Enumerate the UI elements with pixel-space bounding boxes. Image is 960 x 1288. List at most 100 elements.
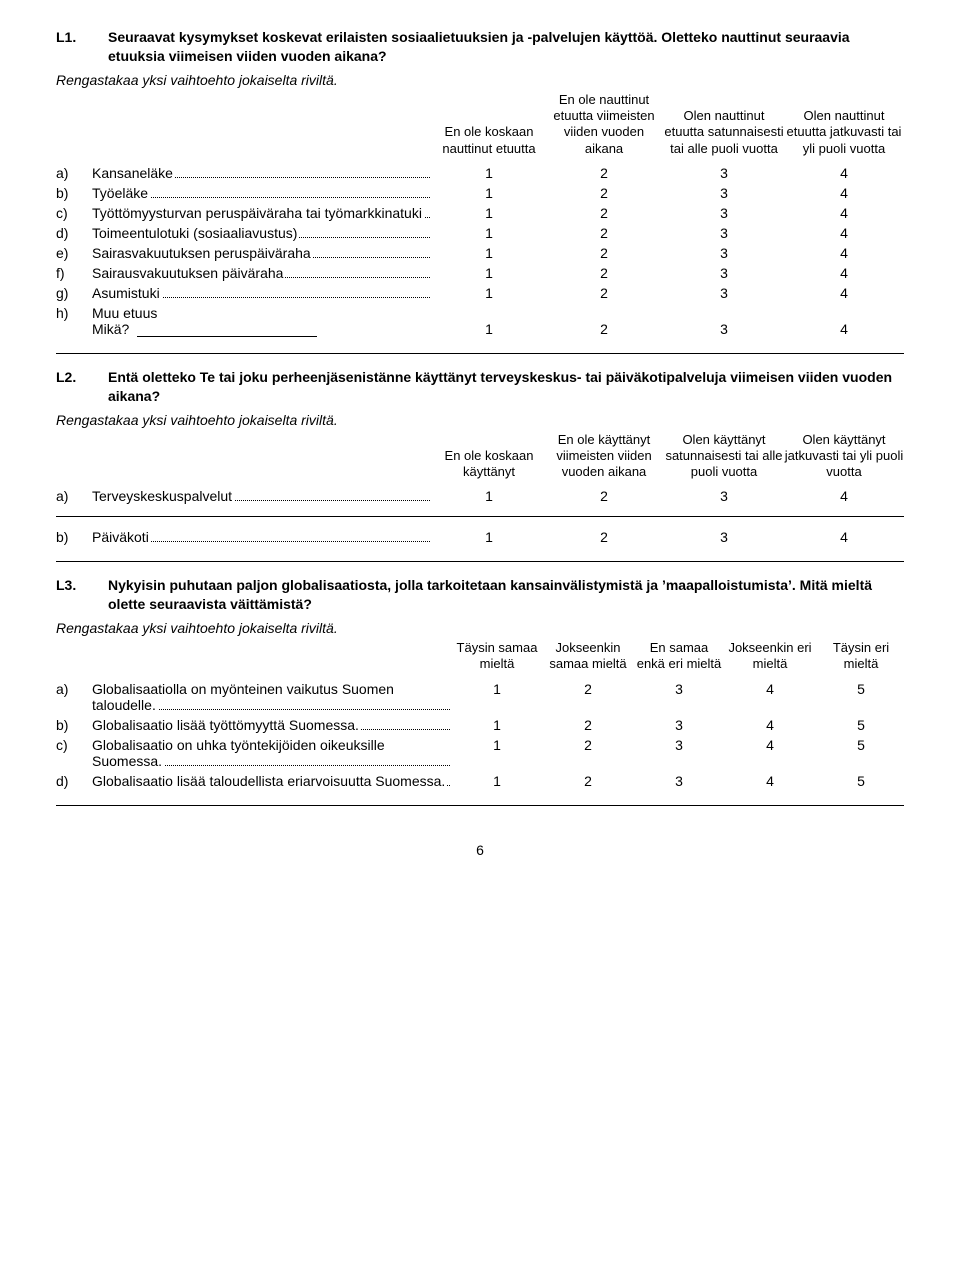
option-cell[interactable]: 1 [434,283,544,303]
matrix-L2: En ole koskaan käyttänyt En ole käyttäny… [56,432,904,548]
option-cell[interactable]: 3 [664,243,784,263]
option-cell[interactable]: 3 [636,679,722,715]
row-label: Globalisaatio lisää taloudellista eriarv… [92,773,447,789]
option-cell[interactable]: 3 [664,163,784,183]
option-cell[interactable]: 4 [784,486,904,506]
option-cell[interactable]: 2 [544,527,664,547]
option-cell[interactable]: 4 [784,303,904,339]
table-row: c) Globalisaatio on uhka työntekijöiden … [56,735,904,771]
option-cell[interactable]: 4 [784,223,904,243]
option-cell[interactable]: 3 [664,303,784,339]
question-number: L1. [56,28,108,66]
question-title: Nykyisin puhutaan paljon globalisaatiost… [108,576,904,614]
option-cell[interactable]: 4 [784,283,904,303]
option-cell[interactable]: 3 [664,223,784,243]
row-label: Päiväkoti [92,529,151,545]
option-cell[interactable]: 2 [544,163,664,183]
option-cell[interactable]: 5 [818,771,904,791]
option-cell[interactable]: 4 [784,163,904,183]
column-header-row: Täysin samaa mieltä Jokseenkin samaa mie… [56,640,904,679]
row-label: Globalisaatio lisää työttömyyttä Suomess… [92,717,361,733]
other-benefit-input[interactable] [137,322,317,337]
option-cell[interactable]: 1 [454,679,540,715]
table-row: d) Globalisaatio lisää taloudellista eri… [56,771,904,791]
row-letter: f) [56,263,92,283]
option-cell[interactable]: 1 [434,203,544,223]
option-cell[interactable]: 1 [454,771,540,791]
matrix-L1: En ole koskaan nauttinut etuutta En ole … [56,92,904,339]
option-cell[interactable]: 3 [664,263,784,283]
col-header: En ole nauttinut etuutta viimeisten viid… [544,92,664,163]
option-cell[interactable]: 1 [434,223,544,243]
option-cell[interactable]: 4 [784,203,904,223]
question-number: L2. [56,368,108,406]
question-L3: L3. Nykyisin puhutaan paljon globalisaat… [56,576,904,790]
question-instruction: Rengastakaa yksi vaihtoehto jokaiselta r… [56,412,904,428]
option-cell[interactable]: 1 [434,263,544,283]
option-cell[interactable]: 2 [544,223,664,243]
option-cell[interactable]: 1 [434,486,544,506]
row-label: Työeläke [92,185,150,201]
option-cell[interactable]: 5 [818,715,904,735]
row-letter: a) [56,679,92,715]
col-header: En ole koskaan nauttinut etuutta [434,92,544,163]
option-cell[interactable]: 4 [722,715,818,735]
option-cell[interactable]: 3 [664,283,784,303]
option-cell[interactable]: 1 [434,303,544,339]
row-letter: d) [56,223,92,243]
col-header: Olen nauttinut etuutta satunnaisesti tai… [664,92,784,163]
option-cell[interactable]: 5 [818,735,904,771]
option-cell[interactable]: 2 [544,283,664,303]
option-cell[interactable]: 5 [818,679,904,715]
option-cell[interactable]: 4 [784,243,904,263]
option-cell[interactable]: 3 [636,771,722,791]
option-cell[interactable]: 4 [784,183,904,203]
col-header: Täysin samaa mieltä [454,640,540,679]
matrix-L3: Täysin samaa mieltä Jokseenkin samaa mie… [56,640,904,791]
option-cell[interactable]: 1 [454,715,540,735]
option-cell[interactable]: 3 [636,735,722,771]
option-cell[interactable]: 3 [636,715,722,735]
row-label: Muu etuus [92,305,434,321]
row-letter: b) [56,715,92,735]
option-cell[interactable]: 2 [540,715,636,735]
col-header: En ole käyttänyt viimeisten viiden vuode… [544,432,664,487]
option-cell[interactable]: 4 [722,679,818,715]
option-cell[interactable]: 2 [544,183,664,203]
table-row: e) Sairasvakuutuksen peruspäiväraha 1 2 … [56,243,904,263]
option-cell[interactable]: 4 [784,263,904,283]
table-row: f) Sairausvakuutuksen päiväraha 1 2 3 4 [56,263,904,283]
option-cell[interactable]: 1 [434,243,544,263]
option-cell[interactable]: 1 [454,735,540,771]
option-cell[interactable]: 4 [722,771,818,791]
col-header: Olen käyttänyt satunnaisesti tai alle pu… [664,432,784,487]
option-cell[interactable]: 2 [540,679,636,715]
row-letter: c) [56,735,92,771]
row-label: Sairasvakuutuksen peruspäiväraha [92,245,313,261]
option-cell[interactable]: 3 [664,527,784,547]
col-header: En ole koskaan käyttänyt [434,432,544,487]
option-cell[interactable]: 3 [664,486,784,506]
row-sublabel: Mikä? [92,321,131,337]
question-number: L3. [56,576,108,614]
divider [56,561,904,562]
option-cell[interactable]: 2 [544,243,664,263]
option-cell[interactable]: 1 [434,183,544,203]
table-row: g) Asumistuki 1 2 3 4 [56,283,904,303]
option-cell[interactable]: 3 [664,203,784,223]
option-cell[interactable]: 2 [544,203,664,223]
option-cell[interactable]: 2 [540,771,636,791]
question-title: Entä oletteko Te tai joku perheenjäsenis… [108,368,904,406]
option-cell[interactable]: 4 [722,735,818,771]
question-instruction: Rengastakaa yksi vaihtoehto jokaiselta r… [56,72,904,88]
option-cell[interactable]: 1 [434,163,544,183]
col-header: Jokseenkin samaa mieltä [540,640,636,679]
option-cell[interactable]: 3 [664,183,784,203]
option-cell[interactable]: 1 [434,527,544,547]
option-cell[interactable]: 2 [544,263,664,283]
option-cell[interactable]: 2 [544,486,664,506]
option-cell[interactable]: 4 [784,527,904,547]
row-letter: d) [56,771,92,791]
option-cell[interactable]: 2 [540,735,636,771]
option-cell[interactable]: 2 [544,303,664,339]
